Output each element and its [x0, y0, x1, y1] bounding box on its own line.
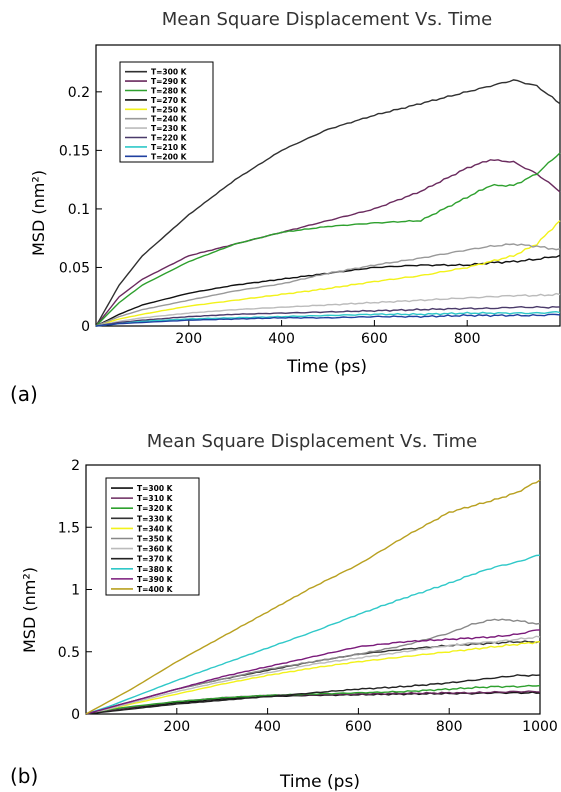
legend-entry-label: T=330 K — [137, 514, 174, 523]
legend-entry-label: T=290 K — [151, 77, 188, 86]
panel-label-b: (b) — [10, 764, 39, 788]
legend-entry-label: T=230 K — [151, 124, 188, 133]
legend-entry-label: T=380 K — [137, 565, 174, 574]
series-line-t-240-k — [95, 243, 561, 327]
y-axis-label: MSD (nm²) — [20, 567, 39, 653]
legend-entry-label: T=300 K — [151, 68, 188, 77]
y-tick-label: 0.2 — [68, 85, 90, 101]
series-line-t-200-k — [95, 313, 561, 327]
series-line-t-380-k — [85, 554, 541, 715]
legend-entry-label: T=300 K — [137, 484, 174, 493]
series-line-t-290-k — [95, 159, 561, 327]
series-line-t-250-k — [95, 220, 561, 327]
plot-area: 200 400 600 800 0 0.05 0.1 0.15 0.2 T=300 KT=290 … — [59, 44, 561, 347]
series-line-t-370-k — [85, 674, 541, 715]
series-line-t-230-k — [95, 292, 561, 327]
y-tick-label: 1 — [71, 583, 80, 599]
chart-panel-b: Mean Square Displacement Vs. Time 200 400… — [20, 431, 558, 792]
y-axis-label: MSD (nm²) — [29, 170, 48, 256]
legend-entry-label: T=340 K — [137, 524, 174, 533]
legend-entry-label: T=370 K — [137, 555, 174, 564]
legend-entry-label: T=350 K — [137, 535, 174, 544]
legend-entry-label: T=320 K — [137, 504, 174, 513]
legend-entry-label: T=220 K — [151, 134, 188, 143]
y-tick-label: 2 — [71, 458, 80, 474]
plot-frame — [95, 44, 561, 327]
series-line-t-400-k — [85, 479, 541, 715]
x-tick-label: 800 — [436, 719, 463, 735]
x-tick-label: 400 — [268, 331, 295, 347]
legend-entry-label: T=200 K — [151, 152, 188, 161]
chart-panel-a: Mean Square Displacement Vs. Time 200 400… — [29, 9, 561, 377]
y-tick-label: 0.05 — [59, 260, 90, 276]
series-line-t-340-k — [85, 641, 541, 715]
series-line-t-300-k — [95, 79, 561, 327]
legend-entry-label: T=400 K — [137, 585, 174, 594]
y-tick-label: 0 — [71, 707, 80, 723]
chart-title: Mean Square Displacement Vs. Time — [162, 9, 493, 30]
x-tick-label: 400 — [254, 719, 281, 735]
legend-entry-label: T=250 K — [151, 105, 188, 114]
series-line-t-220-k — [95, 305, 561, 327]
series-line-t-390-k — [85, 629, 541, 715]
x-axis-label: Time (ps) — [286, 357, 367, 377]
x-axis-label: Time (ps) — [279, 772, 360, 792]
x-tick-label: 800 — [454, 331, 481, 347]
legend-box — [119, 61, 214, 163]
x-tick-label: 600 — [345, 719, 372, 735]
y-tick-label: 0.5 — [58, 645, 80, 661]
y-tick-label: 0 — [81, 319, 90, 335]
series-line-t-280-k — [95, 152, 561, 327]
series-line-t-320-k — [85, 684, 541, 715]
legend-entry-label: T=210 K — [151, 143, 188, 152]
panel-label-a: (a) — [10, 382, 38, 406]
series-line-t-360-k — [85, 635, 541, 715]
legend-entry-label: T=310 K — [137, 494, 174, 503]
y-tick-label: 1.5 — [58, 520, 80, 536]
series-line-t-330-k — [85, 640, 541, 715]
x-tick-label: 600 — [361, 331, 388, 347]
legend-entry-label: T=360 K — [137, 545, 174, 554]
legend-entry-label: T=390 K — [137, 575, 174, 584]
legend-entry-label: T=240 K — [151, 115, 188, 124]
legend-entry-label: T=280 K — [151, 87, 188, 96]
x-tick-label: 1000 — [522, 719, 558, 735]
series-line-t-210-k — [95, 310, 561, 327]
x-tick-label: 200 — [163, 719, 190, 735]
x-tick-label: 200 — [175, 331, 202, 347]
y-tick-label: 0.15 — [59, 143, 90, 159]
legend-entry-label: T=270 K — [151, 96, 188, 105]
chart-title: Mean Square Displacement Vs. Time — [147, 431, 478, 452]
y-tick-label: 0.1 — [68, 202, 90, 218]
